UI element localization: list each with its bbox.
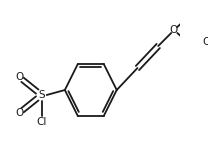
Text: O: O [203,37,208,47]
Text: O: O [15,72,23,82]
Text: S: S [38,90,45,100]
Text: O: O [170,25,178,35]
Text: Cl: Cl [36,117,47,127]
Text: O: O [15,108,23,118]
